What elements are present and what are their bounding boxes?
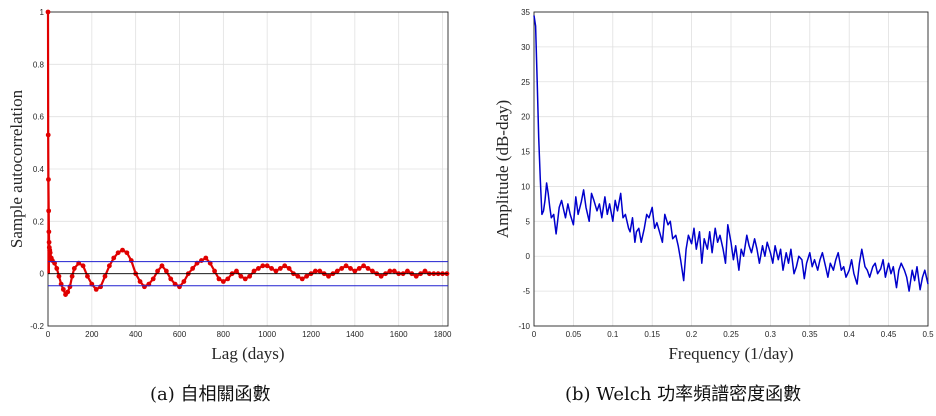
x-tick-label: 0.45 (881, 330, 897, 339)
y-tick-label: 20 (521, 113, 530, 122)
y-tick-label: 35 (521, 8, 530, 17)
x-tick-label: 0 (46, 330, 51, 339)
x-tick-label: 0.05 (566, 330, 582, 339)
x-tick-label: 1600 (390, 330, 408, 339)
caption-psd: (b) Welch 功率頻譜密度函數 (565, 384, 802, 405)
x-tick-label: 200 (85, 330, 99, 339)
x-tick-label: 0.1 (607, 330, 619, 339)
y-tick-label: 15 (521, 148, 530, 157)
y-tick-label: 25 (521, 78, 530, 87)
x-tick-label: 0.2 (686, 330, 698, 339)
plot-frame (533, 11, 929, 327)
acf-chart-panel: 0 200 400 600 800 1000 1200 1400 1600 1800 -0.2 0 0.… (0, 0, 460, 412)
acf-chart: 0 200 400 600 800 1000 1200 1400 1600 1800-0.200.… (7, 8, 452, 363)
y-tick-label: -0.2 (30, 322, 44, 331)
x-tick-label: 1400 (346, 330, 364, 339)
y-tick-label: -10 (518, 322, 530, 331)
x-tick-label: 1000 (258, 330, 276, 339)
y-tick-label: 0.8 (33, 60, 45, 69)
x-tick-label: 400 (129, 330, 143, 339)
y-tick-label: 0.2 (33, 217, 45, 226)
x-tick-label: 1800 (434, 330, 452, 339)
x-tick-label: 0 (532, 330, 537, 339)
x-tick-label: 800 (217, 330, 231, 339)
psd-line (533, 15, 929, 292)
x-tick-label: 0.15 (644, 330, 660, 339)
y-tick-label: 5 (526, 217, 531, 226)
caption-acf: (a) 自相關函數 (150, 384, 271, 405)
y-tick-label: 0 (526, 252, 531, 261)
y-tick-label: 30 (521, 43, 530, 52)
x-tick-label: 0.4 (844, 330, 856, 339)
y-tick-label: 0.4 (33, 165, 45, 174)
y-tick-label: 0.6 (33, 113, 45, 122)
x-tick-label: 1200 (302, 330, 320, 339)
y-tick-label: 1 (40, 8, 45, 17)
y-tick-label: -5 (523, 287, 531, 296)
x-tick-label: 0.25 (723, 330, 739, 339)
x-tick-label: 0.5 (922, 330, 934, 339)
y-axis-label: Amplitude (dB-day) (493, 100, 512, 238)
y-axis-label: Sample autocorrelation (7, 89, 26, 248)
acf-series (45, 9, 450, 297)
y-tick-label: 0 (40, 270, 45, 279)
psd-chart: 0 0.05 0.1 0.15 0.2 0.25 0.3 0.35 0.4 0.45 0.5 -10 -… (493, 8, 934, 363)
x-tick-label: 0.3 (765, 330, 777, 339)
psd-chart-panel: 0 0.05 0.1 0.15 0.2 0.25 0.3 0.35 0.4 0.45 0.5 -10 -… (476, 0, 936, 412)
x-axis-label: Lag (days) (211, 344, 284, 363)
x-tick-label: 600 (173, 330, 187, 339)
y-tick-label: 10 (521, 182, 530, 191)
acf-trace (46, 11, 447, 297)
x-tick-label: 0.35 (802, 330, 818, 339)
x-axis-label: Frequency (1/day) (668, 344, 793, 363)
